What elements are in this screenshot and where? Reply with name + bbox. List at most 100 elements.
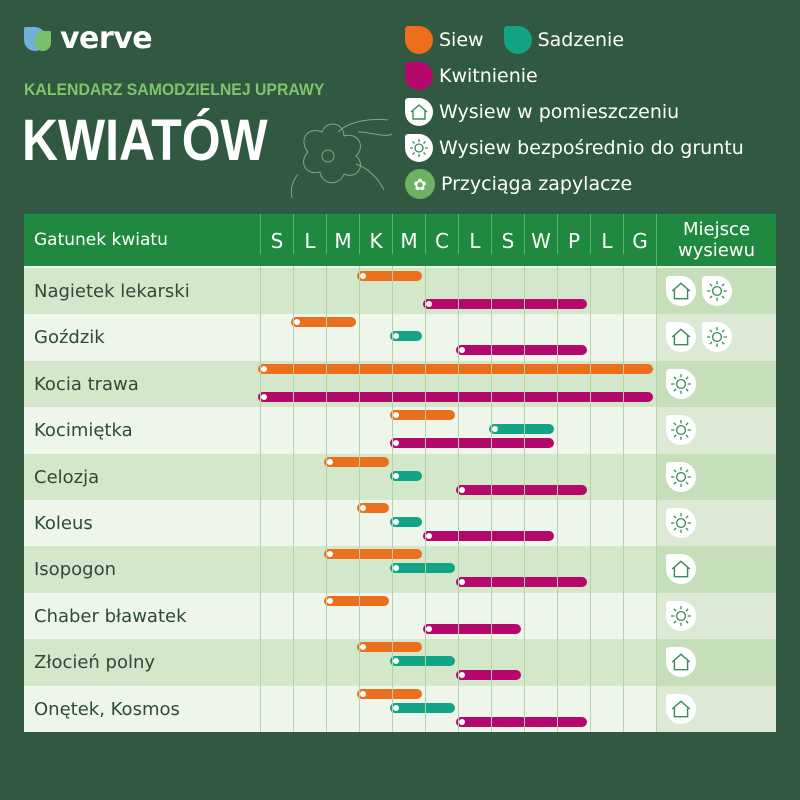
- sun-icon: [666, 368, 696, 399]
- subtitle: KALENDARZ SAMODZIELNEJ UPRAWY: [24, 80, 325, 99]
- kwitnienie-bar: [423, 299, 587, 309]
- month-header: M: [326, 214, 359, 254]
- bee-flower-icon: ✿: [405, 169, 435, 199]
- species-name: Nagietek lekarski: [34, 281, 190, 302]
- legend: Siew Sadzenie Kwitnienie Wysiew w pomies…: [405, 22, 744, 202]
- sadzenie-bar: [489, 424, 554, 435]
- month-header: L: [590, 214, 623, 254]
- species-name: Złocień polny: [34, 652, 156, 674]
- sadzenie-swatch-icon: [503, 26, 532, 54]
- grid-line: [392, 266, 393, 732]
- siew-swatch-icon: [405, 26, 433, 54]
- house-icon: [666, 322, 696, 353]
- table-row: Goździk: [24, 314, 776, 361]
- grid-line: [293, 266, 294, 732]
- table-row: Złocień polny: [24, 639, 776, 686]
- species-name: Chaber bławatek: [34, 605, 187, 627]
- sun-icon: [702, 276, 732, 306]
- species-name: Isopogon: [34, 559, 116, 581]
- kwitnienie-bar: [423, 623, 521, 634]
- siew-bar: [324, 549, 422, 560]
- place-header-line2: wysiewu: [678, 240, 755, 261]
- siew-bar: [258, 363, 653, 374]
- species-name: Kocia trawa: [34, 373, 139, 395]
- table-row: Celozja: [24, 453, 776, 500]
- sadzenie-bar: [390, 517, 422, 527]
- table-row: Onętek, Kosmos: [24, 685, 776, 732]
- kwitnienie-swatch-icon: [405, 62, 433, 90]
- sun-icon: [666, 461, 696, 492]
- grid-line: [491, 266, 492, 732]
- grid-line: [425, 266, 426, 732]
- grid-line: [260, 266, 261, 732]
- grid-line: [326, 266, 327, 732]
- month-header: S: [260, 214, 293, 254]
- month-header: G: [623, 214, 656, 254]
- page-title: KWIATÓW: [22, 108, 268, 173]
- legend-pollinators: Przyciąga zapylacze: [441, 173, 633, 195]
- sun-icon: [405, 134, 433, 162]
- sun-icon: [666, 508, 696, 538]
- kwitnienie-bar: [258, 391, 653, 402]
- kwitnienie-bar: [456, 577, 587, 588]
- table-row: Kocia trawa: [24, 360, 776, 408]
- grid-line: [524, 266, 525, 732]
- verve-logo-mark-icon: [24, 25, 56, 53]
- siew-bar: [357, 688, 422, 699]
- species-header: Gatunek kwiatu: [34, 230, 168, 250]
- grid-line: [458, 266, 459, 732]
- species-name: Kocimiętka: [34, 420, 133, 442]
- place-header: Miejsce wysiewu: [656, 214, 776, 266]
- house-icon: [666, 276, 696, 306]
- siew-bar: [324, 595, 389, 606]
- house-icon: [666, 647, 696, 678]
- house-icon: [666, 693, 696, 724]
- place-header-line1: Miejsce: [683, 219, 750, 240]
- kwitnienie-bar: [456, 716, 587, 727]
- siew-bar: [291, 317, 356, 328]
- month-header: K: [359, 214, 392, 254]
- house-icon: [405, 98, 433, 126]
- legend-siew: Siew: [439, 29, 484, 51]
- sadzenie-bar: [390, 702, 455, 713]
- verve-logo: verve: [24, 21, 153, 56]
- sun-icon: [702, 322, 732, 353]
- sadzenie-bar: [390, 470, 422, 481]
- sadzenie-bar: [390, 331, 422, 342]
- siew-bar: [357, 642, 422, 653]
- sadzenie-bar: [390, 656, 455, 667]
- siew-bar: [324, 456, 389, 467]
- kwitnienie-bar: [390, 438, 554, 449]
- siew-bar: [357, 271, 422, 281]
- flower-illustration-icon: [290, 119, 393, 199]
- species-name: Goździk: [34, 327, 105, 349]
- month-header: L: [293, 214, 326, 254]
- table-row: Nagietek lekarski: [24, 268, 776, 315]
- legend-direct: Wysiew bezpośrednio do gruntu: [439, 137, 744, 159]
- species-name: Koleus: [34, 513, 93, 534]
- grid-line: [590, 266, 591, 732]
- kwitnienie-bar: [423, 531, 554, 541]
- legend-kwitnienie: Kwitnienie: [439, 65, 538, 87]
- month-header: C: [425, 214, 458, 254]
- species-name: Onętek, Kosmos: [34, 698, 180, 720]
- grid-line: [557, 266, 558, 732]
- sadzenie-bar: [390, 563, 455, 574]
- kwitnienie-bar: [456, 670, 521, 681]
- sun-icon: [666, 415, 696, 446]
- sun-icon: [666, 600, 696, 631]
- grid-line: [656, 266, 657, 732]
- month-header: M: [392, 214, 425, 254]
- month-header: S: [491, 214, 524, 254]
- grid-line: [359, 266, 360, 732]
- table-row: Kocimiętka: [24, 407, 776, 454]
- legend-indoor: Wysiew w pomieszczeniu: [439, 101, 680, 123]
- siew-bar: [357, 503, 389, 513]
- month-header: W: [524, 214, 557, 254]
- legend-sadzenie: Sadzenie: [537, 29, 625, 51]
- month-header: L: [458, 214, 491, 254]
- brand-name: verve: [60, 21, 153, 56]
- siew-bar: [390, 410, 455, 421]
